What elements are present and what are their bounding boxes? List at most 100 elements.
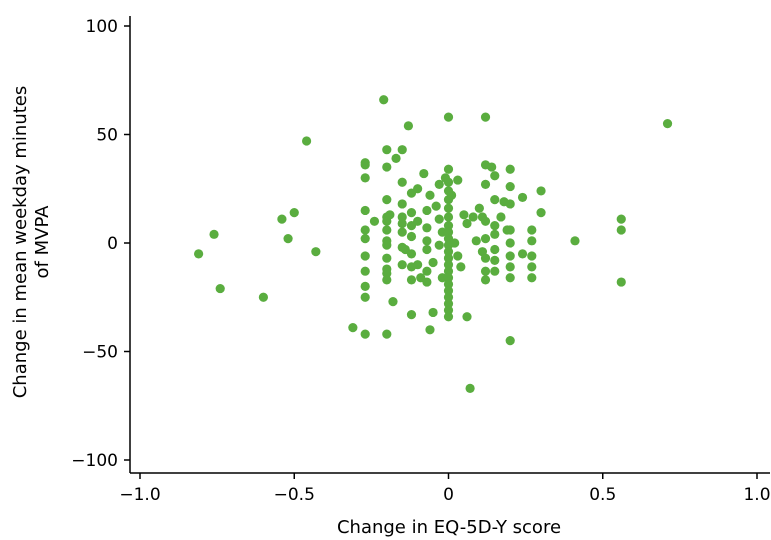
data-point xyxy=(422,277,432,287)
data-point xyxy=(388,296,398,307)
data-point xyxy=(443,286,454,296)
data-point xyxy=(422,266,432,276)
data-point xyxy=(382,268,392,278)
data-point xyxy=(382,195,392,205)
data-point xyxy=(490,244,500,255)
data-point xyxy=(527,251,537,261)
data-point xyxy=(490,221,500,231)
data-point xyxy=(505,262,515,272)
x-tick-label: −1.0 xyxy=(119,485,160,505)
data-point xyxy=(360,234,370,244)
y-tick-label: 50 xyxy=(96,126,118,146)
data-point xyxy=(490,195,500,205)
data-point xyxy=(360,173,370,183)
data-point xyxy=(434,179,444,190)
data-point xyxy=(536,186,546,196)
data-point xyxy=(391,153,401,163)
data-point xyxy=(431,201,441,211)
data-point xyxy=(425,325,435,335)
data-point xyxy=(443,305,454,315)
data-point xyxy=(277,214,287,224)
data-point xyxy=(397,145,407,155)
data-point xyxy=(379,95,389,105)
x-tick-label: −0.5 xyxy=(274,485,315,505)
data-point xyxy=(406,310,417,320)
data-point xyxy=(505,336,515,346)
y-tick-label: −50 xyxy=(82,343,118,363)
data-point xyxy=(382,240,392,250)
data-point xyxy=(360,205,370,216)
data-point xyxy=(490,266,500,276)
data-point xyxy=(490,229,500,239)
x-ticks: −1.0 −0.5 0 0.5 1.0 xyxy=(119,473,771,505)
data-point xyxy=(360,251,370,261)
y-axis-title-line-2: of MVPA xyxy=(32,205,53,279)
data-point xyxy=(480,266,491,276)
data-point xyxy=(382,225,392,235)
data-point xyxy=(480,275,491,285)
data-point xyxy=(209,229,219,239)
data-point xyxy=(443,273,454,283)
data-point xyxy=(480,216,491,226)
data-point xyxy=(527,273,537,283)
y-tick-label: 100 xyxy=(86,17,118,37)
x-tick-label: 0.5 xyxy=(589,485,616,505)
data-point xyxy=(360,158,370,168)
data-point xyxy=(616,277,626,287)
data-point xyxy=(662,119,673,129)
data-point xyxy=(480,179,491,190)
data-point xyxy=(505,238,515,248)
data-point xyxy=(456,262,466,272)
data-point xyxy=(443,227,454,237)
data-point xyxy=(443,260,454,270)
data-point xyxy=(459,210,469,220)
data-point xyxy=(443,203,454,213)
data-point xyxy=(536,208,546,218)
data-point xyxy=(397,212,407,222)
data-point xyxy=(194,249,204,259)
data-point xyxy=(360,225,370,235)
data-point xyxy=(527,225,537,235)
data-point xyxy=(360,281,370,291)
data-point xyxy=(397,227,407,237)
data-point xyxy=(413,260,423,270)
data-point xyxy=(406,231,417,242)
data-point xyxy=(443,299,454,309)
data-point xyxy=(406,249,417,259)
data-point xyxy=(397,177,407,187)
data-point xyxy=(570,236,580,246)
data-point xyxy=(443,266,454,276)
data-point xyxy=(443,279,454,289)
data-point xyxy=(480,253,491,263)
data-point xyxy=(496,212,506,222)
data-point xyxy=(443,221,454,231)
axes xyxy=(129,16,770,474)
data-point xyxy=(434,240,444,250)
y-axis-title-line-1: Change in mean weekday minutes xyxy=(10,86,31,399)
x-axis-title: Change in EQ-5D-Y score xyxy=(337,517,561,538)
data-point xyxy=(443,312,454,322)
data-point xyxy=(487,162,497,172)
y-tick-label: 0 xyxy=(107,234,118,254)
data-point xyxy=(382,329,392,339)
data-point xyxy=(397,218,407,229)
y-tick-label: −100 xyxy=(71,451,118,471)
data-point xyxy=(215,283,225,294)
data-point xyxy=(382,162,392,172)
data-point xyxy=(360,329,370,339)
data-point xyxy=(517,192,528,203)
data-point xyxy=(505,273,515,283)
data-point xyxy=(443,253,454,263)
data-point xyxy=(425,190,435,200)
data-point xyxy=(480,112,491,122)
y-axis-title: Change in mean weekday minutes of MVPA xyxy=(10,86,53,399)
data-point xyxy=(443,112,454,122)
data-point xyxy=(406,208,417,218)
data-point xyxy=(385,210,395,220)
data-point xyxy=(505,199,515,209)
data-point xyxy=(406,275,417,285)
data-point xyxy=(490,255,500,265)
data-point xyxy=(453,251,463,261)
data-point xyxy=(471,236,481,246)
